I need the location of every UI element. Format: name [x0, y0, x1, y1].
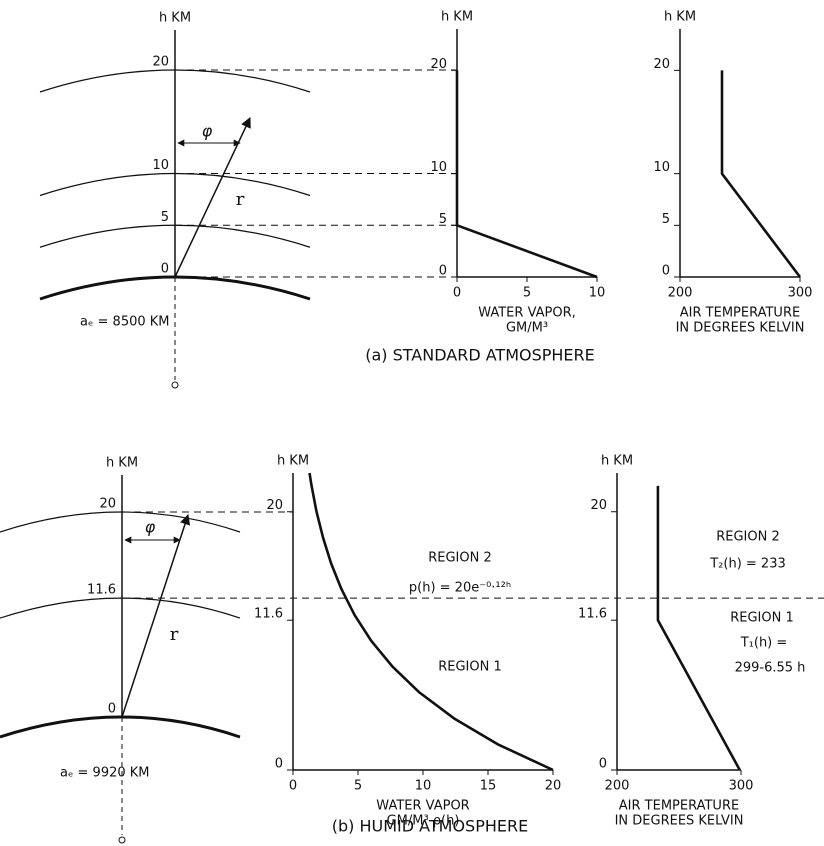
annotation: REGION 1 [730, 611, 794, 626]
data-line [656, 485, 741, 771]
x-tick-label: 300 [729, 779, 754, 794]
radius-label: r [236, 189, 245, 210]
layer-arc [0, 597, 241, 619]
x-axis-label: WATER VAPOR, [478, 306, 576, 321]
layer-arc [0, 511, 241, 533]
x-axis-label: GM/M³ ρ(h) [387, 814, 460, 829]
x-tick-label: 0 [453, 286, 461, 301]
x-axis-label: AIR TEMPERATURE [619, 799, 739, 814]
diagram-axis-label: h KM [159, 11, 191, 26]
annotation: p(h) = 20e⁻⁰·¹²ʰ [409, 581, 511, 596]
earth-radius-label: aₑ = 9920 KM [60, 766, 150, 781]
y-tick-label: 5 [439, 212, 447, 227]
annotation: T₂(h) = 233 [709, 557, 786, 572]
x-axis-label: IN DEGREES KELVIN [676, 321, 805, 336]
x-axis-label: IN DEGREES KELVIN [615, 814, 744, 829]
y-tick-label: 0 [599, 757, 607, 772]
x-tick-label: 5 [354, 779, 362, 794]
annotation: T₁(h) = [740, 636, 788, 651]
diagram-tick-label: 20 [152, 55, 169, 70]
diagram-tick-label: 20 [99, 497, 116, 512]
diagram-tick-label: 11.6 [87, 583, 116, 598]
x-tick-label: 200 [668, 286, 693, 301]
y-tick-label: 0 [439, 264, 447, 279]
y-tick-label: 11.6 [578, 607, 607, 622]
y-axis-label: h KM [601, 454, 633, 469]
earth-center [118, 836, 126, 844]
y-tick-label: 11.6 [254, 607, 283, 622]
y-tick-label: 5 [662, 212, 670, 227]
diagram-tick-label: 0 [161, 262, 169, 277]
data-line [455, 70, 598, 279]
y-axis-label: h KM [441, 10, 473, 25]
y-tick-label: 20 [430, 57, 447, 72]
data-line [308, 472, 554, 772]
radius-arrow [121, 514, 191, 718]
annotation: REGION 1 [438, 660, 502, 675]
x-tick-label: 5 [523, 286, 531, 301]
x-tick-label: 0 [289, 779, 297, 794]
layer-arc [0, 715, 241, 739]
y-axis-label: h KM [277, 454, 309, 469]
caption: (a) STANDARD ATMOSPHERE [365, 346, 595, 365]
x-axis-label: AIR TEMPERATURE [680, 306, 800, 321]
y-tick-label: 20 [266, 498, 283, 513]
x-axis-label: WATER VAPOR [376, 799, 469, 814]
data-line [720, 70, 802, 278]
earth-center [171, 381, 179, 389]
y-tick-label: 10 [430, 160, 447, 175]
radius-label: r [170, 624, 179, 645]
earth-radius-label: aₑ = 8500 KM [80, 315, 170, 330]
x-axis-label: GM/M³ [506, 321, 548, 336]
y-tick-label: 10 [653, 160, 670, 175]
caption: (b) HUMID ATMOSPHERE [332, 817, 528, 836]
y-tick-label: 0 [275, 757, 283, 772]
y-tick-label: 0 [662, 264, 670, 279]
y-tick-label: 20 [590, 498, 607, 513]
diagram-axis-label: h KM [106, 456, 138, 471]
x-tick-label: 10 [589, 286, 606, 301]
diagram-tick-label: 0 [108, 702, 116, 717]
x-tick-label: 10 [415, 779, 432, 794]
y-axis-label: h KM [664, 10, 696, 25]
annotation: REGION 2 [716, 530, 780, 545]
x-tick-label: 15 [480, 779, 497, 794]
x-tick-label: 20 [545, 779, 562, 794]
x-tick-label: 300 [788, 286, 813, 301]
annotation: 299-6.55 h [735, 661, 806, 676]
y-tick-label: 20 [653, 57, 670, 72]
angle-label: φ [145, 518, 156, 537]
angle-label: φ [202, 122, 213, 141]
x-tick-label: 200 [605, 779, 630, 794]
diagram-tick-label: 5 [161, 210, 169, 225]
annotation: REGION 2 [428, 551, 492, 566]
diagram-tick-label: 10 [152, 158, 169, 173]
